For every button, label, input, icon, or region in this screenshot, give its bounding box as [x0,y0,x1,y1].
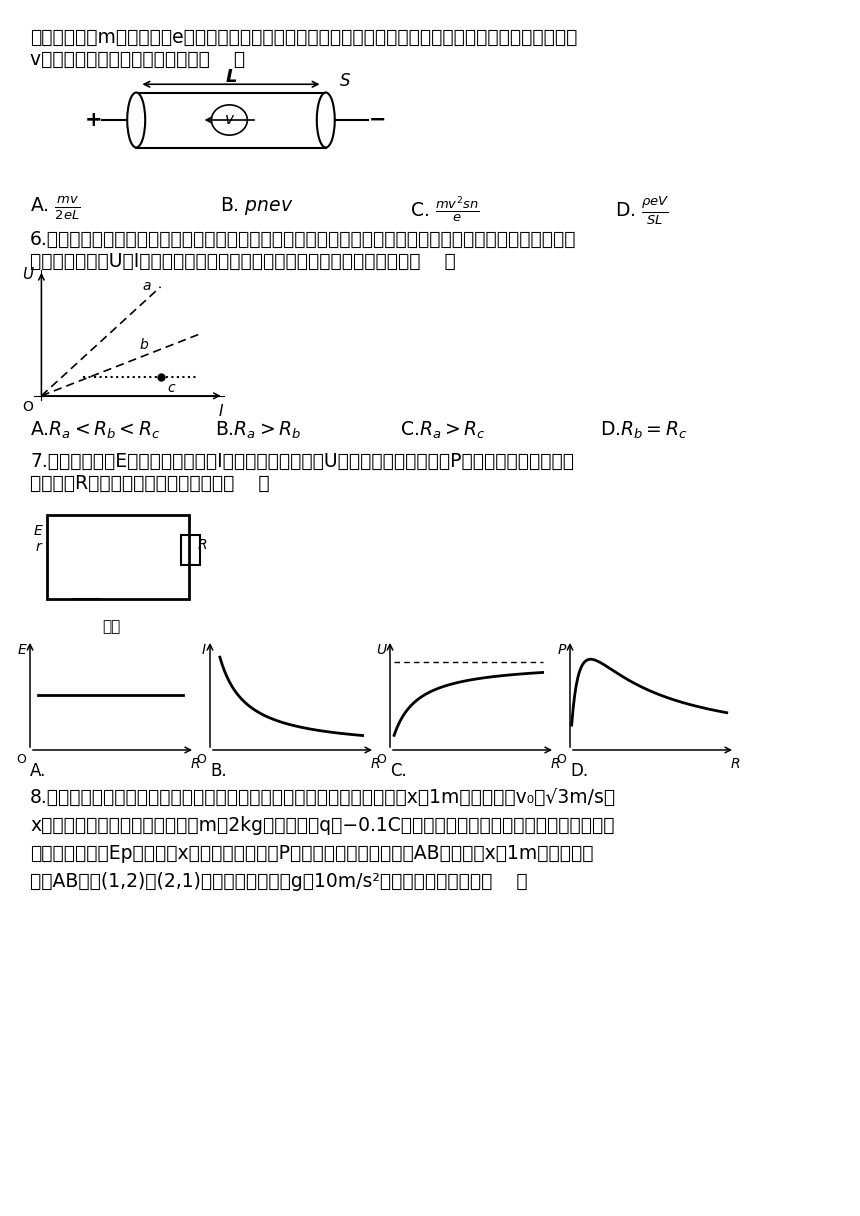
Text: O: O [16,753,26,766]
Text: C.: C. [390,762,407,779]
Text: O: O [22,400,33,413]
Text: U: U [22,266,33,282]
Text: 电流描点到同一U－I坐标系中，如图所示，这三个电阻的大小关系正确的是（    ）: 电流描点到同一U－I坐标系中，如图所示，这三个电阻的大小关系正确的是（ ） [30,252,456,271]
Text: R: R [730,756,740,771]
Text: 电子的质量为m、电荷量为e。在棒两端加上恒定的电压时，棒内产生电流，自由电子定向运动的平均速率为: 电子的质量为m、电荷量为e。在棒两端加上恒定的电压时，棒内产生电流，自由电子定向… [30,28,577,47]
Text: 6.有三个同学分别对各自手中的电阻进行了一次测量，三个同学把对每个电阻测量时电阻两端的电压和通过的: 6.有三个同学分别对各自手中的电阻进行了一次测量，三个同学把对每个电阻测量时电阻… [30,230,576,249]
Text: +: + [85,109,102,130]
Text: B.: B. [210,762,227,779]
Text: R: R [550,756,560,771]
Text: A.$R_a<R_b<R_c$: A.$R_a<R_b<R_c$ [30,420,161,441]
Text: R: R [370,756,380,771]
Text: R: R [190,756,200,771]
Text: A.: A. [30,762,46,779]
Text: r: r [35,540,41,554]
Ellipse shape [316,92,335,147]
Text: c: c [168,381,175,395]
Text: I: I [218,404,223,420]
Text: O: O [196,753,206,766]
Text: x轴正方向运动。小滑块的质量为m＝2kg，带电量为q＝−0.1C。整个运动区域存在沿水平方向的电场，图: x轴正方向运动。小滑块的质量为m＝2kg，带电量为q＝−0.1C。整个运动区域存… [30,816,615,835]
Text: b: b [139,338,148,353]
Text: A. $\frac{mv}{2eL}$: A. $\frac{mv}{2eL}$ [30,195,81,223]
Text: D.$R_b=R_c$: D.$R_b=R_c$ [600,420,687,441]
Text: C. $\frac{mv^2sn}{e}$: C. $\frac{mv^2sn}{e}$ [410,195,480,225]
Text: 乙是滑块电势能Ep，随位置x变化的部分图像，P点是图线的最低点，虚线AB是图像在x＝1m处的切线，: 乙是滑块电势能Ep，随位置x变化的部分图像，P点是图线的最低点，虚线AB是图像在… [30,844,593,863]
Text: R: R [197,537,207,552]
Bar [181,535,200,565]
Text: E: E [17,643,26,657]
Text: L: L [225,68,237,86]
Text: E: E [34,524,43,537]
Text: B. $pnev$: B. $pnev$ [220,195,293,216]
Text: D. $\frac{\rho eV}{SL}$: D. $\frac{\rho eV}{SL}$ [615,195,670,227]
Text: v，则金属棒内的电场强度大小为（    ）: v，则金属棒内的电场强度大小为（ ） [30,50,245,69]
Text: 并且AB经过(1,2)和(2,1)两点，重力加速度g取10m/s²。下列说法正确的是（    ）: 并且AB经过(1,2)和(2,1)两点，重力加速度g取10m/s²。下列说法正确… [30,872,528,891]
Text: 当外电阻R变化时，图乙中不正确的是（    ）: 当外电阻R变化时，图乙中不正确的是（ ） [30,474,270,492]
Text: O: O [556,753,566,766]
Text: U: U [376,643,386,657]
Text: P: P [557,643,566,657]
Text: 图甲: 图甲 [102,619,121,634]
Text: I: I [202,643,206,657]
Text: −: − [369,109,387,130]
Text: C.$R_a>R_c$: C.$R_a>R_c$ [400,420,486,441]
Bar [47,516,189,599]
Bar [136,92,326,147]
Ellipse shape [127,92,145,147]
Text: B.$R_a>R_b$: B.$R_a>R_b$ [215,420,301,441]
Text: D.: D. [570,762,588,779]
Text: S: S [340,73,351,90]
Text: v: v [224,113,234,128]
Text: 8.如图甲所示，光滑绝缘水平面上有一带负电荷的小滑块，可视为质点，在x＝1m处以初速度v₀＝√3m/s沿: 8.如图甲所示，光滑绝缘水平面上有一带负电荷的小滑块，可视为质点，在x＝1m处以… [30,788,616,807]
Text: 7.如图甲所示，E表示电源电动势，I表示电路中的电流、U表示电源的路端电压、P表示电源的输出功率，: 7.如图甲所示，E表示电源电动势，I表示电路中的电流、U表示电源的路端电压、P表… [30,452,574,471]
Text: O: O [376,753,386,766]
Text: a: a [142,280,150,293]
